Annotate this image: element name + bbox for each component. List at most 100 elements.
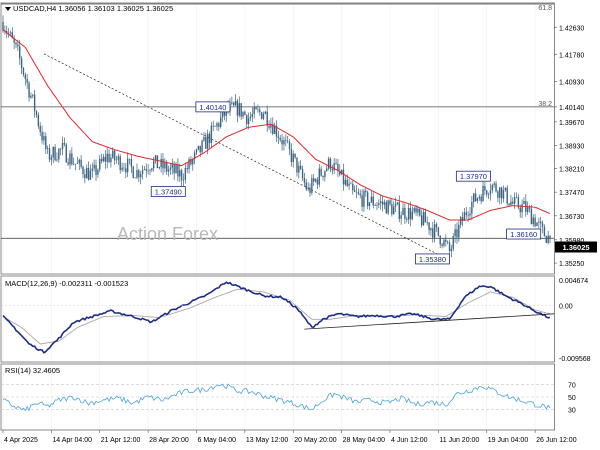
candle-body: [223, 109, 226, 116]
candle-body: [266, 111, 268, 126]
candle-body: [517, 197, 520, 208]
candle-body: [73, 163, 75, 165]
candle-body: [125, 168, 127, 173]
candle-body: [110, 157, 112, 163]
candle-body: [2, 21, 4, 31]
y-axis-labels: 1.42630 1.41780 1.40930 1.40140 1.39670 1.389…: [554, 25, 591, 414]
candle-body: [506, 187, 508, 204]
candle-body: [128, 158, 131, 160]
candle-body: [264, 111, 267, 114]
candle-body: [348, 183, 350, 186]
candle-body: [482, 185, 484, 202]
candle-body: [136, 170, 138, 178]
candle-body: [393, 206, 395, 215]
current-price-label: 1.36025: [562, 243, 589, 252]
candle-body: [119, 156, 121, 170]
candle-body: [108, 153, 110, 163]
candle-body: [389, 200, 391, 205]
candle-body: [368, 202, 371, 207]
candle-body: [182, 179, 185, 181]
candle-body: [452, 236, 454, 249]
candle-body: [17, 44, 19, 47]
x-tick-label: 20 May 20:00: [294, 437, 337, 444]
candle-body: [216, 123, 218, 127]
y-tick-label: 1.39670: [559, 120, 584, 127]
candle-body: [45, 136, 47, 149]
candle-body: [400, 215, 402, 219]
price-annotation: 1.40140: [195, 101, 231, 113]
symbol-dropdown-icon[interactable]: [5, 7, 11, 11]
candle-body: [446, 241, 449, 243]
candle-body: [324, 171, 326, 178]
candle-body: [63, 142, 66, 145]
macd-y-label: -0.009568: [559, 356, 591, 363]
candle-body: [420, 215, 423, 226]
candle-body: [46, 148, 49, 149]
candle-body: [504, 187, 507, 191]
candle-body: [415, 207, 417, 213]
candle-body: [253, 107, 255, 115]
candle-body: [80, 159, 82, 167]
x-tick-label: 4 Jun 12:00: [391, 437, 428, 444]
candle-body: [350, 183, 352, 185]
fib-top-label: 61.8: [538, 5, 552, 12]
candle-body: [435, 224, 438, 228]
candle-body: [398, 202, 400, 219]
candle-body: [273, 125, 276, 134]
candle-body: [147, 170, 149, 172]
candle-body: [143, 169, 146, 170]
candle-body: [35, 111, 38, 116]
candle-body: [298, 165, 300, 173]
candle-body: [372, 196, 374, 206]
macd-label: MACD(12,26,9) -0.002311 -0.001523: [5, 279, 128, 288]
y-tick-label: 1.37470: [559, 190, 584, 197]
candle-body: [43, 136, 45, 141]
candle-body: [106, 153, 108, 162]
candle-body: [58, 148, 60, 160]
candle-body: [541, 223, 544, 227]
candle-body: [539, 221, 542, 224]
candle-body: [153, 160, 155, 169]
x-tick-label: 26 Jun 12:00: [536, 437, 577, 444]
candle-body: [495, 183, 497, 192]
candle-body: [299, 165, 302, 169]
candle-body: [7, 32, 10, 34]
candle-body: [353, 190, 356, 192]
candle-body: [359, 193, 361, 196]
y-tick-label: 1.38210: [559, 167, 584, 174]
candle-body: [309, 187, 311, 193]
candle-body: [259, 109, 261, 113]
candle-body: [93, 164, 95, 169]
candle-body: [54, 147, 56, 161]
macd-layer: [1, 281, 555, 354]
candle-body: [383, 202, 386, 205]
candle-body: [91, 168, 94, 171]
candle-body: [188, 159, 190, 170]
candle-body: [167, 169, 170, 172]
candle-body: [242, 111, 244, 117]
macd-y-label: 0.004674: [559, 278, 588, 285]
candle-body: [433, 224, 436, 238]
candle-body: [141, 169, 144, 175]
candle-body: [112, 150, 114, 158]
candle-body: [385, 202, 387, 214]
candle-body: [419, 208, 421, 216]
ma-layer: [2, 29, 551, 221]
candle-body: [121, 167, 123, 170]
y-tick-label: 1.42630: [559, 25, 584, 32]
price-annotation: 1.37970: [455, 170, 491, 182]
candle-body: [113, 150, 116, 161]
candle-body: [500, 187, 503, 199]
candle-body: [292, 153, 294, 162]
candle-body: [246, 114, 248, 125]
candle-body: [406, 218, 408, 220]
candle-body: [342, 169, 345, 185]
candle-body: [193, 152, 196, 160]
candle-body: [361, 195, 363, 207]
moving-average-line: [2, 29, 551, 221]
x-axis-labels: 4 Apr 2025 14 Apr 04:00 21 Apr 12:00 28 Apr…: [2, 430, 577, 444]
candle-body: [117, 156, 120, 160]
candle-body: [461, 217, 464, 221]
candle-body: [283, 140, 285, 145]
candle-body: [331, 169, 334, 171]
